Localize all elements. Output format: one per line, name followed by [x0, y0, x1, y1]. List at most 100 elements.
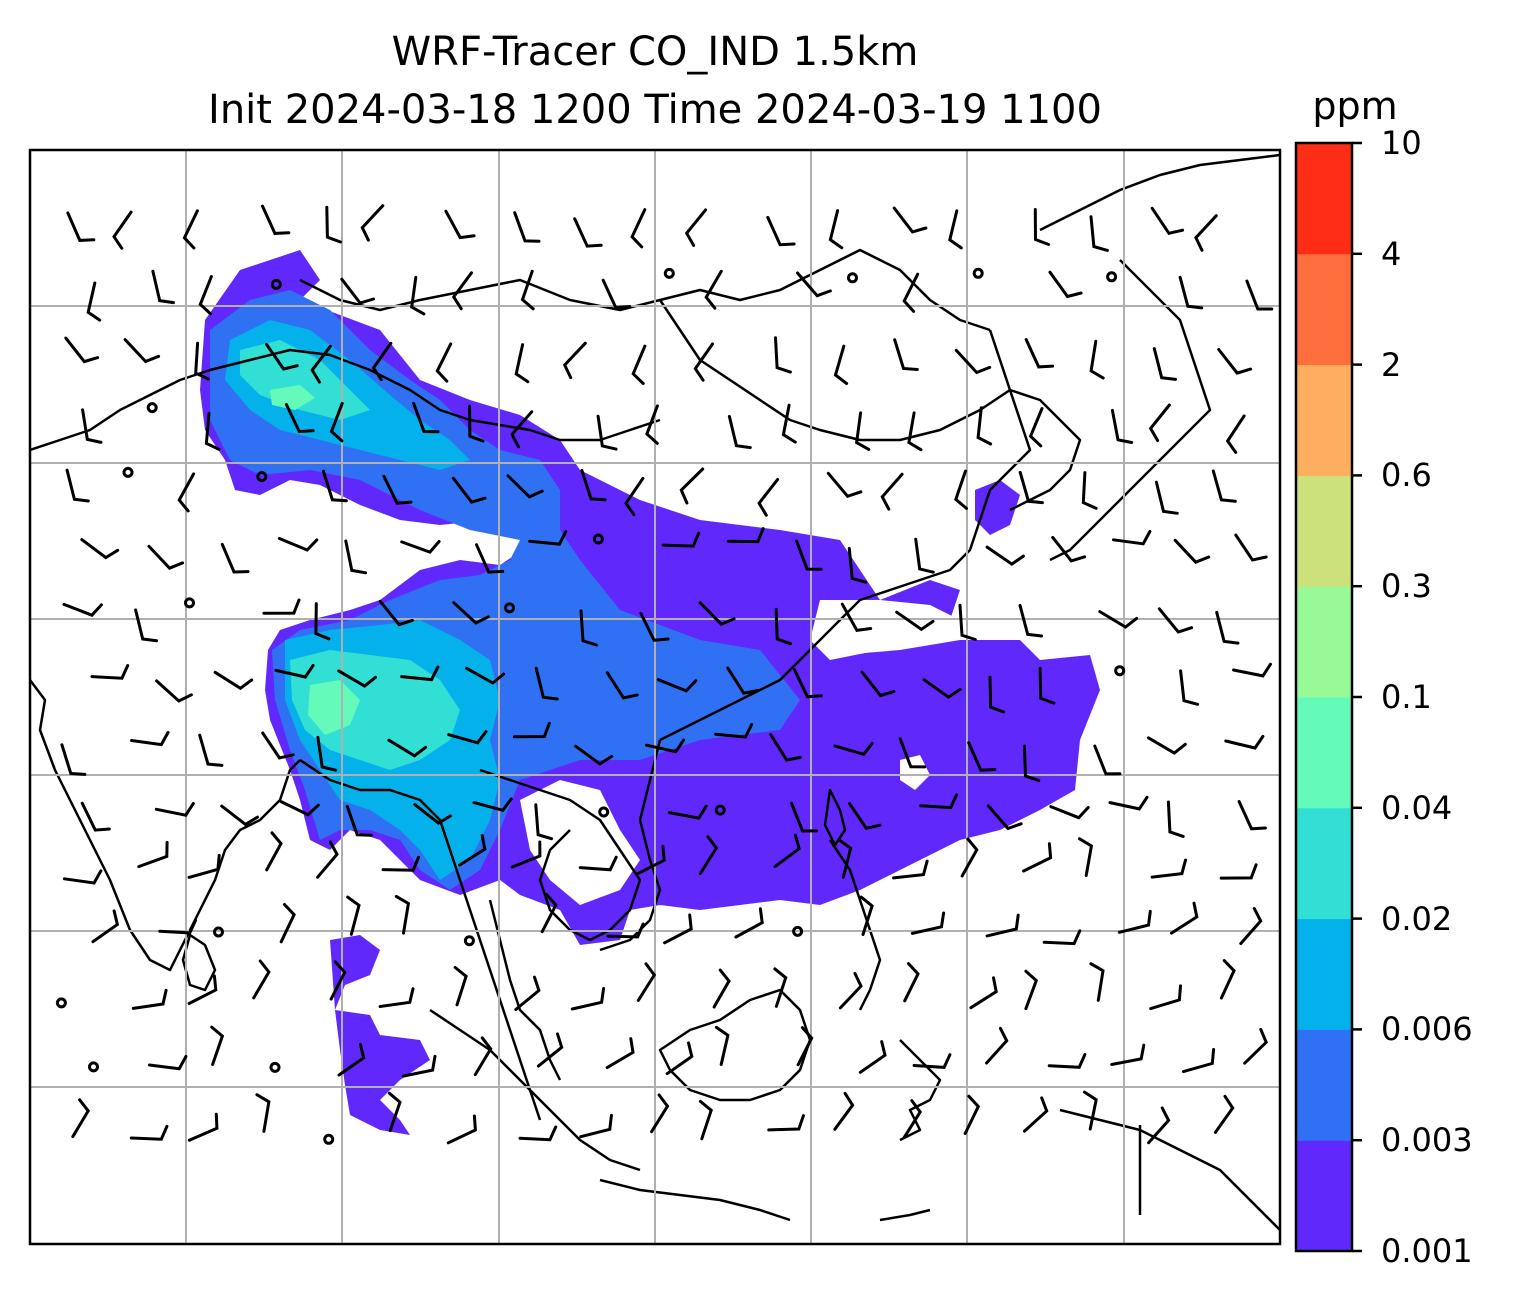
wind-barb: [795, 539, 823, 571]
wind-barb: [1033, 208, 1051, 246]
wind-barb: [1093, 744, 1122, 776]
wind-barb: [986, 804, 1023, 831]
coastline-sri-lanka: [181, 933, 217, 992]
wind-barb: [65, 468, 90, 503]
wind-calm-marker: [1114, 665, 1126, 677]
wind-barb: [1018, 470, 1044, 505]
wind-barb: [907, 411, 923, 452]
wind-barb: [274, 663, 315, 679]
wind-barb: [1166, 800, 1185, 838]
wind-barb: [1219, 863, 1258, 880]
wind-barb: [346, 895, 361, 936]
wind-barb: [601, 278, 632, 310]
wind-barb: [510, 410, 534, 449]
wind-barb: [80, 538, 120, 560]
wind-barb: [277, 537, 319, 552]
wind-barb: [1089, 215, 1109, 252]
wind-barb: [381, 855, 420, 872]
wind-barb: [435, 342, 453, 383]
wind-barb: [985, 545, 1025, 566]
coastline-java: [599, 1178, 791, 1222]
wind-barb: [773, 967, 788, 1008]
wind-calm-marker: [598, 806, 610, 818]
wind-barb: [840, 602, 873, 633]
border-himalaya: [30, 348, 661, 452]
wind-barb: [605, 671, 639, 700]
wind-barb: [310, 344, 332, 384]
wind-barb: [453, 966, 468, 1007]
colorbar-tick-label: 0.02: [1381, 899, 1453, 938]
coastline-sumatra: [429, 1008, 641, 1172]
wind-barb: [60, 743, 87, 776]
wind-barb: [880, 472, 904, 511]
wind-barb: [451, 271, 473, 311]
wind-barb: [316, 840, 339, 879]
wind-barb: [645, 738, 686, 754]
wind-barb: [514, 343, 530, 384]
wind-calm-marker: [663, 267, 675, 279]
wind-barb: [838, 971, 863, 1010]
coastline-china-east: [659, 329, 1032, 742]
wind-barb: [510, 840, 542, 869]
wind-barb: [1117, 909, 1152, 934]
wind-barb: [444, 209, 476, 240]
wind-barb: [1098, 610, 1139, 629]
wind-barb: [624, 476, 645, 517]
wind-barb: [848, 802, 882, 830]
wind-barb: [475, 543, 505, 574]
wind-barb: [1150, 858, 1187, 879]
wind-barb: [663, 913, 693, 945]
wind-barb: [727, 415, 752, 450]
wind-calm-marker: [714, 804, 726, 816]
wind-barb: [639, 611, 670, 642]
wind-barb: [155, 679, 193, 703]
colorbar-segment: [1296, 807, 1352, 920]
wind-barb: [71, 1098, 91, 1139]
colorbar-segment: [1296, 586, 1352, 698]
chart-title-line1: WRF-Tracer CO_IND 1.5km: [391, 29, 919, 75]
coastline-timor: [879, 1208, 931, 1222]
coastline-korea: [1009, 388, 1082, 512]
wind-barb: [536, 1032, 564, 1068]
wind-calm-marker: [592, 533, 604, 545]
wind-barb: [1018, 603, 1044, 638]
coastline-taiwan: [823, 788, 847, 847]
wind-barb: [1110, 1043, 1146, 1066]
wind-barb: [903, 962, 920, 1003]
wind-barb: [580, 468, 607, 502]
wind-barb: [528, 530, 568, 546]
wind-barb: [790, 801, 818, 833]
wind-barb: [187, 1112, 219, 1142]
wind-barb: [757, 478, 780, 517]
colorbar-segment: [1296, 1029, 1352, 1141]
wind-barb: [1089, 339, 1105, 380]
wind-barb: [194, 341, 210, 381]
wind-barb: [1110, 408, 1134, 444]
wind-barb: [726, 666, 760, 695]
wind-barb: [596, 414, 618, 451]
wind-barb: [902, 272, 920, 313]
wind-barb: [679, 467, 705, 505]
wind-barb: [86, 281, 102, 322]
wind-barb: [726, 527, 765, 544]
wind-barb: [1111, 530, 1152, 546]
wind-barb: [410, 275, 426, 316]
wind-barb: [1243, 1027, 1268, 1065]
wind-barb: [279, 800, 320, 817]
wind-barb: [579, 1113, 613, 1139]
wind-barb: [329, 960, 347, 1001]
wind-barb: [1048, 270, 1083, 299]
wind-barb: [769, 733, 802, 762]
wind-barb: [1149, 984, 1182, 1011]
plume-gap-2: [520, 780, 640, 905]
wind-barb: [1150, 206, 1185, 235]
wind-barb: [446, 1114, 477, 1145]
wind-barb: [112, 210, 133, 250]
wind-barb: [316, 735, 338, 772]
wind-barb: [1178, 275, 1204, 310]
wind-barb: [1225, 414, 1246, 454]
colorbar-segment: [1296, 364, 1352, 476]
wind-barb: [656, 678, 698, 693]
wind-barb: [314, 602, 331, 641]
wind-barb: [129, 1124, 169, 1141]
